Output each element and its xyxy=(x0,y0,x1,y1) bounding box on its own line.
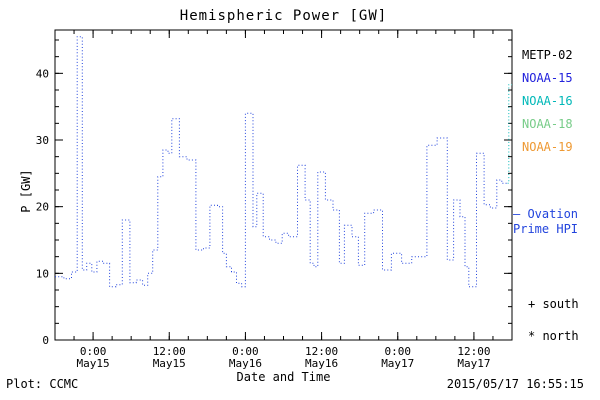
ovation-label-line1: – Ovation xyxy=(513,207,579,221)
x-axis-label: Date and Time xyxy=(236,370,331,384)
legend-item-noaa-19: NOAA-19 xyxy=(522,140,573,154)
south-marker-label: + south xyxy=(528,297,579,311)
north-marker-label: * north xyxy=(528,329,579,343)
x-tick-date-label: May17 xyxy=(381,357,414,370)
satellite-legend: METP-02 NOAA-15 NOAA-16 NOAA-18 NOAA-19 xyxy=(522,44,573,159)
y-tick-label: 40 xyxy=(36,67,49,80)
chart-title: Hemispheric Power [GW] xyxy=(179,8,388,24)
plot-border xyxy=(54,29,513,341)
plot-credit: Plot: CCMC xyxy=(6,377,79,391)
legend-item-metp-02: METP-02 xyxy=(522,48,573,62)
series-noaa-16 xyxy=(507,84,512,184)
ovation-prime-hpi-label: – Ovation Prime HPI xyxy=(513,207,578,237)
legend-item-noaa-16: NOAA-16 xyxy=(522,94,573,108)
x-tick-time-label: 12:00 xyxy=(457,345,490,358)
x-tick-time-label: 12:00 xyxy=(305,345,338,358)
plot-timestamp: 2015/05/17 16:55:15 xyxy=(446,377,584,391)
x-tick-time-label: 0:00 xyxy=(385,345,412,358)
ovation-label-line2: Prime HPI xyxy=(513,222,579,236)
y-tick-label: 30 xyxy=(36,134,49,147)
legend-item-noaa-18: NOAA-18 xyxy=(522,117,573,131)
y-tick-label: 20 xyxy=(36,201,49,214)
x-tick-date-label: May16 xyxy=(305,357,338,370)
x-tick-date-label: May15 xyxy=(153,357,186,370)
x-tick-date-label: May15 xyxy=(77,357,110,370)
x-tick-date-label: May16 xyxy=(229,357,262,370)
x-tick-date-label: May17 xyxy=(457,357,490,370)
y-tick-label: 10 xyxy=(36,267,49,280)
x-tick-time-label: 0:00 xyxy=(232,345,259,358)
legend-item-noaa-15: NOAA-15 xyxy=(522,71,573,85)
x-tick-time-label: 0:00 xyxy=(80,345,107,358)
series-ovation-prime-hpi xyxy=(55,36,508,288)
y-tick-label: 0 xyxy=(42,334,49,347)
x-tick-time-label: 12:00 xyxy=(153,345,186,358)
